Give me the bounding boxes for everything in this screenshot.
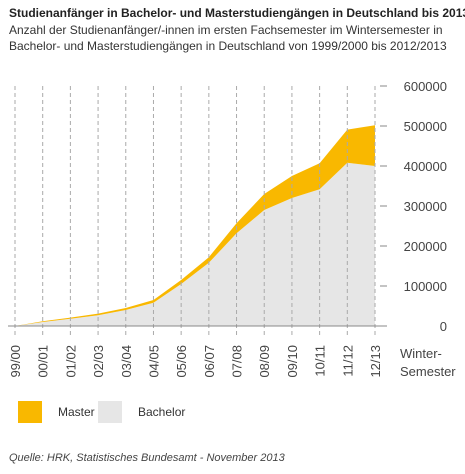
source-note: Quelle: HRK, Statistisches Bundesamt - N… (9, 452, 285, 464)
y-tick-label: 400000 (404, 159, 447, 174)
y-tick-label: 200000 (404, 239, 447, 254)
series-area-master (15, 125, 375, 326)
x-tick-label: 06/07 (202, 345, 217, 378)
x-axis-label-line-2: Semester (400, 364, 456, 379)
x-tick-label: 00/01 (36, 345, 51, 378)
x-tick-label: 11/12 (340, 345, 355, 377)
y-tick-label: 100000 (404, 279, 447, 294)
legend-swatch-master (18, 401, 42, 423)
x-tick-label: 08/09 (257, 345, 272, 378)
x-tick-label: 99/00 (8, 345, 23, 378)
y-tick-label: 500000 (404, 119, 447, 134)
x-tick-label: 05/06 (174, 345, 189, 378)
x-tick-label: 02/03 (91, 345, 106, 378)
chart-title: Studienanfänger in Bachelor- und Masters… (9, 6, 465, 20)
x-tick-label: 09/10 (285, 345, 300, 378)
series-area-bachelor (15, 162, 375, 326)
x-axis-label-line-1: Winter- (400, 346, 442, 361)
x-tick-label: 01/02 (63, 345, 78, 378)
legend-label-master: Master (58, 405, 95, 419)
y-tick-label: 300000 (404, 199, 447, 214)
x-tick-label: 12/13 (368, 345, 383, 378)
legend-label-bachelor: Bachelor (138, 405, 186, 419)
x-tick-label: 07/08 (230, 345, 245, 378)
legend-swatch-bachelor (98, 401, 122, 423)
x-tick-label: 04/05 (146, 345, 161, 378)
chart-subtitle-line-1: Anzahl der Studienanfänger/-innen im ers… (9, 23, 443, 37)
chart-subtitle: Anzahl der Studienanfänger/-innen im ers… (9, 22, 459, 54)
x-tick-label: 03/04 (119, 345, 134, 378)
chart-subtitle-line-2: Bachelor- und Masterstudiengängen in Deu… (9, 39, 447, 53)
x-tick-label: 10/11 (313, 345, 328, 377)
y-tick-label: 600000 (404, 79, 447, 94)
y-tick-label: 0 (440, 319, 447, 334)
